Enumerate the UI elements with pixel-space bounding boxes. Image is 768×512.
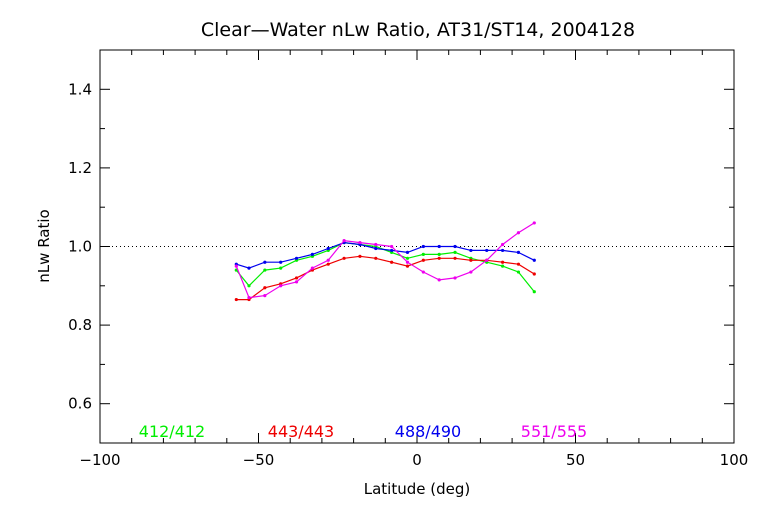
y-axis-label: nLw Ratio <box>35 209 53 282</box>
data-point <box>294 280 299 284</box>
data-point <box>326 262 330 266</box>
series-line <box>235 222 535 299</box>
data-point <box>500 248 505 253</box>
series-line <box>236 241 535 269</box>
data-point <box>342 239 346 243</box>
data-point <box>421 252 425 256</box>
series-line <box>236 255 535 301</box>
data-point <box>405 260 410 264</box>
x-tick-label: −100 <box>79 451 120 469</box>
data-point <box>358 240 362 245</box>
legend-entry: 412/412 <box>139 422 205 441</box>
data-point <box>294 276 299 280</box>
data-point <box>310 252 314 256</box>
data-point <box>516 250 521 254</box>
data-point <box>374 256 378 260</box>
data-point <box>532 290 536 294</box>
data-point <box>358 254 362 258</box>
x-tick-label: 100 <box>720 451 749 469</box>
data-point <box>374 242 378 247</box>
data-point <box>453 250 457 254</box>
tick-labels: −100 −50 0 50 100 0.6 0.8 1.0 1.2 1.4 <box>68 80 748 469</box>
data-point <box>263 260 267 264</box>
data-point <box>500 242 505 247</box>
data-point <box>390 244 394 249</box>
data-point <box>247 295 251 300</box>
data-point <box>279 284 283 288</box>
data-point <box>421 270 425 274</box>
data-point <box>310 266 314 270</box>
legend-entry: 551/555 <box>521 422 587 441</box>
y-tick-label: 1.2 <box>68 159 92 177</box>
data-point <box>453 276 457 280</box>
data-point <box>437 244 441 249</box>
data-point <box>263 268 267 272</box>
data-point <box>532 258 536 262</box>
series-551-555 <box>234 221 536 300</box>
data-point <box>421 258 425 262</box>
data-point <box>485 258 489 262</box>
series-layer <box>234 221 536 302</box>
x-axis-label: Latitude (deg) <box>364 480 470 498</box>
data-point <box>437 278 441 282</box>
data-point <box>374 246 378 251</box>
data-point <box>532 221 536 225</box>
data-point <box>263 294 267 298</box>
data-point <box>453 244 457 249</box>
axis-ticks <box>99 49 735 444</box>
data-point <box>263 286 267 290</box>
data-point <box>247 284 251 288</box>
data-point <box>421 244 425 249</box>
data-point <box>437 256 441 260</box>
data-point <box>453 256 457 260</box>
data-point <box>405 256 410 260</box>
data-point <box>279 260 283 264</box>
data-point <box>326 246 330 251</box>
data-point <box>279 266 283 270</box>
data-point <box>294 256 299 260</box>
data-point <box>485 248 489 253</box>
y-tick-label: 1.4 <box>68 80 92 98</box>
data-point <box>234 264 238 268</box>
data-point <box>469 248 473 253</box>
data-point <box>500 260 505 264</box>
data-point <box>390 248 394 253</box>
data-point <box>405 264 410 268</box>
legend-entry: 488/490 <box>395 422 461 441</box>
x-tick-label: 50 <box>566 451 585 469</box>
legend: 412/412 443/443 488/490 551/555 <box>139 422 587 441</box>
x-tick-label: 0 <box>412 451 422 469</box>
x-tick-label: −50 <box>243 451 275 469</box>
y-tick-label: 0.6 <box>68 395 92 413</box>
data-point <box>516 270 521 274</box>
data-point <box>234 297 238 302</box>
data-point <box>516 231 521 235</box>
data-point <box>437 252 441 256</box>
chart-title: Clear—Water nLw Ratio, AT31/ST14, 200412… <box>201 19 635 41</box>
data-point <box>469 270 473 274</box>
data-point <box>405 250 410 254</box>
y-tick-label: 0.8 <box>68 316 92 334</box>
data-point <box>469 258 473 262</box>
data-point <box>342 256 346 260</box>
data-point <box>516 262 521 266</box>
series-443-443 <box>234 254 536 302</box>
data-point <box>247 266 251 270</box>
data-point <box>500 264 505 268</box>
data-point <box>532 272 536 276</box>
data-point <box>390 260 394 264</box>
legend-entry: 443/443 <box>268 422 334 441</box>
data-point <box>326 258 330 262</box>
y-tick-label: 1.0 <box>68 238 92 256</box>
